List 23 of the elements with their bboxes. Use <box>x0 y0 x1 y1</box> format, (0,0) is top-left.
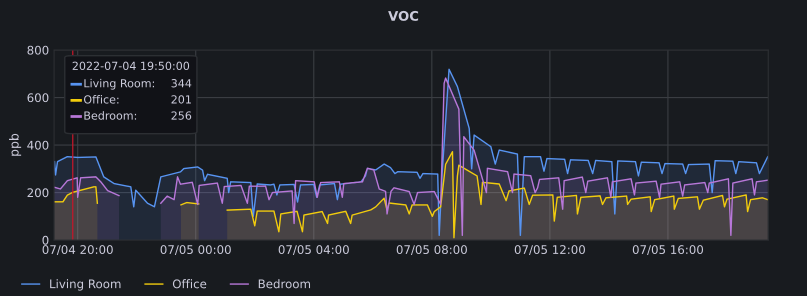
y-tick-label: 600 <box>28 93 48 102</box>
legend-label: Living Room <box>50 279 120 291</box>
y-tick-label: 800 <box>27 46 48 55</box>
x-tick-label: 07/05 00:00 <box>160 245 231 255</box>
x-tick-label: 07/05 12:00 <box>514 245 585 255</box>
annotation: 256 <box>172 111 192 120</box>
y-tick-label: 200 <box>28 188 48 198</box>
y-axis-title: ppb <box>9 134 22 156</box>
y-tick-label: 0 <box>42 236 48 245</box>
legend-label: Bedroom <box>258 279 310 288</box>
y-tick-label: 400 <box>27 140 48 150</box>
annotation: 201 <box>172 95 191 104</box>
x-tick-label: 07/05 04:00 <box>278 245 349 255</box>
annotation: Living Room: <box>84 78 154 90</box>
chart-title: VOC <box>388 10 418 21</box>
x-tick-label: 07/04 20:00 <box>42 245 113 255</box>
legend-label: Office <box>172 279 206 288</box>
x-tick-label: 07/05 16:00 <box>632 245 704 255</box>
x-tick-label: 07/05 08:00 <box>396 245 467 255</box>
annotation: 344 <box>172 79 192 88</box>
annotation: 2022-07-04 19:50:00 <box>72 62 190 70</box>
annotation: Bedroom: <box>84 111 136 120</box>
annotation: Office: <box>84 95 118 104</box>
